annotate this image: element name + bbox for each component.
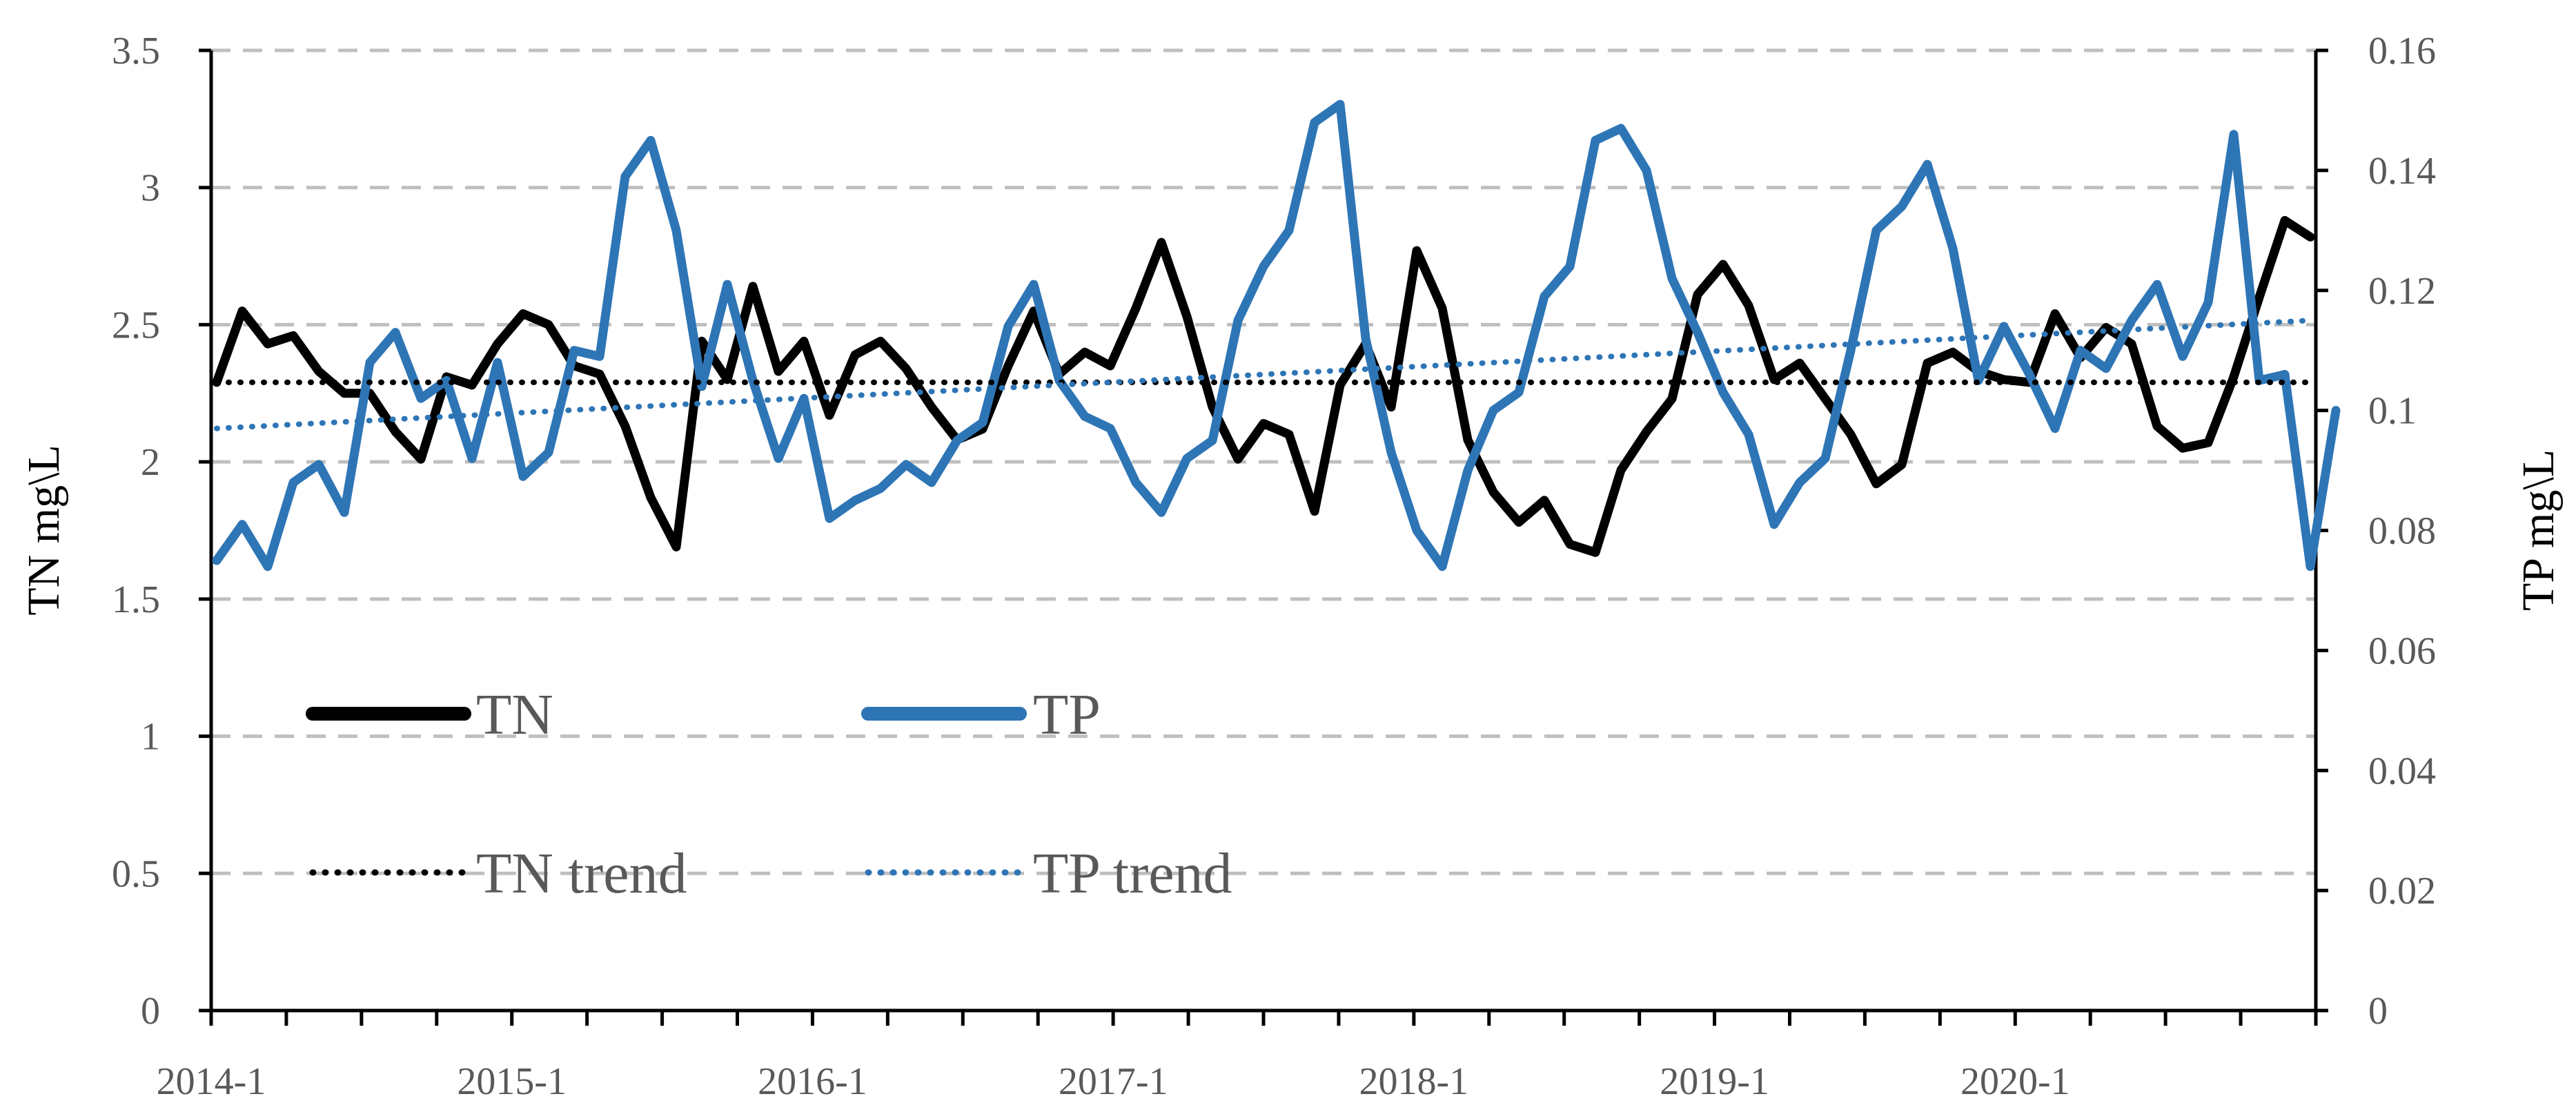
gridlines (211, 48, 2316, 875)
left-tick-label: 0.5 (112, 852, 160, 895)
left-tick-label: 0 (141, 990, 160, 1033)
right-tick-label: 0.16 (2368, 30, 2436, 72)
left-tick-label: 3.5 (112, 30, 160, 72)
right-axis-title: TP mg\L (2513, 449, 2564, 611)
right-tick-label: 0.02 (2368, 870, 2436, 913)
right-tick-label: 0.12 (2368, 270, 2436, 313)
x-tick-label: 2017-1 (1059, 1060, 1168, 1103)
right-tick-label: 0.06 (2368, 630, 2436, 672)
right-tick-label: 0 (2368, 990, 2388, 1033)
right-y-ticks: 0 0.02 0.04 0.06 0.08 0.1 0.12 0.14 0.16 (2316, 30, 2436, 1033)
left-tick-label: 1 (141, 716, 160, 759)
series-layer (212, 99, 2341, 572)
legend-label-tn: TN (476, 683, 553, 747)
left-tick-label: 1.5 (112, 578, 160, 621)
left-axis-title: TN mg\L (19, 445, 69, 615)
series-tp-trend (214, 318, 2313, 431)
x-tick-label: 2015-1 (457, 1060, 567, 1103)
left-tick-label: 2.5 (112, 304, 160, 347)
legend-label-tp: TP (1033, 683, 1101, 747)
right-tick-label: 0.1 (2368, 390, 2417, 433)
right-tick-label: 0.04 (2368, 750, 2436, 792)
legend-label-tn-trend: TN trend (476, 841, 687, 906)
right-tick-label: 0.08 (2368, 510, 2436, 553)
x-tick-label: 2016-1 (758, 1060, 867, 1103)
x-tick-label: 2020-1 (1960, 1060, 2070, 1103)
x-tick-label: 2019-1 (1660, 1060, 1769, 1103)
x-ticks: 2014-1 2015-1 2016-1 2017-1 2018-1 2019-1 2020… (157, 1011, 2318, 1103)
legend: TN TP TN trend TP trend (306, 683, 1232, 906)
legend-label-tp-trend: TP trend (1033, 841, 1232, 906)
series-tn (212, 215, 2315, 557)
left-tick-label: 3 (141, 167, 160, 210)
right-tick-label: 0.14 (2368, 150, 2436, 193)
x-tick-label: 2014-1 (157, 1060, 266, 1103)
series-tp (212, 99, 2341, 572)
x-tick-label: 2018-1 (1359, 1060, 1469, 1103)
left-tick-label: 2 (141, 441, 160, 484)
left-y-ticks: 0 0.5 1 1.5 2 2.5 3 3.5 (112, 30, 211, 1033)
